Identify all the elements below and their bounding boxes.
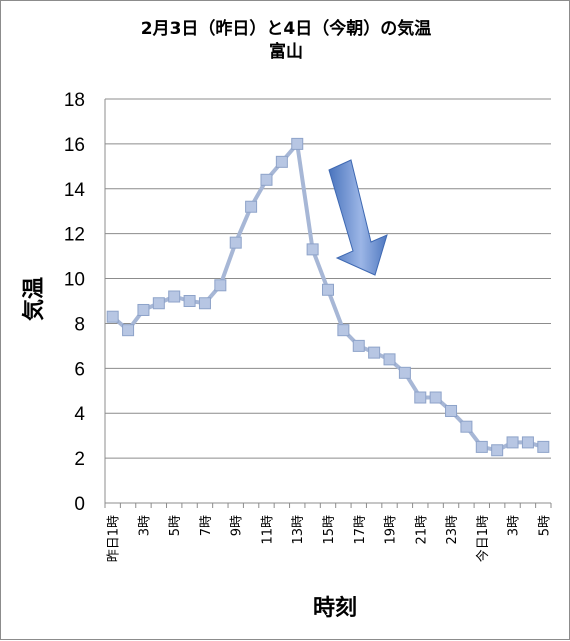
series-temperature — [106, 137, 550, 457]
y-tick-label: 14 — [64, 180, 86, 201]
x-tick-label: 今日1時 — [475, 515, 491, 562]
x-tick-label: 17時 — [353, 515, 368, 545]
data-point — [352, 339, 365, 352]
x-tick-label: 3時 — [137, 515, 152, 536]
data-point — [322, 283, 334, 296]
data-point — [429, 391, 442, 404]
data-point — [368, 346, 381, 359]
data-point — [291, 137, 304, 150]
x-axis-title: 時刻 — [313, 595, 357, 621]
data-point — [306, 243, 319, 256]
data-point — [198, 297, 211, 310]
y-tick-label: 2 — [74, 449, 85, 470]
data-point — [214, 279, 227, 292]
x-tick-label: 13時 — [291, 515, 306, 545]
down-arrow-icon — [328, 159, 388, 276]
x-tick-label: 19時 — [384, 515, 399, 545]
data-point — [414, 391, 427, 404]
data-point — [152, 297, 165, 310]
y-tick-label: 12 — [64, 225, 85, 246]
y-tick-label: 6 — [74, 359, 85, 380]
data-point — [491, 444, 504, 457]
data-point — [537, 440, 550, 453]
data-point — [521, 436, 534, 449]
data-point — [337, 324, 350, 337]
data-point — [183, 295, 196, 307]
y-tick-label: 16 — [64, 135, 85, 156]
data-point — [506, 436, 519, 449]
data-point — [445, 404, 458, 417]
data-point — [460, 420, 473, 433]
y-axis-ticks: 0 2 4 6 8 10 12 14 16 18 — [64, 90, 86, 515]
data-point — [168, 290, 181, 303]
annotation — [328, 159, 388, 276]
data-point — [122, 324, 135, 337]
x-tick-label: 3時 — [507, 515, 522, 536]
y-tick-label: 0 — [74, 494, 85, 515]
y-axis-title: 気温 — [21, 277, 47, 321]
grid — [104, 98, 552, 508]
x-tick-label: 5時 — [537, 515, 552, 536]
data-point — [260, 173, 273, 186]
x-tick-label: 7時 — [199, 515, 214, 536]
chart-title: 2月3日（昨日）と4日（今朝）の気温 — [141, 18, 432, 39]
y-tick-label: 18 — [64, 90, 85, 111]
y-tick-label: 4 — [74, 404, 85, 425]
y-tick-label: 8 — [74, 314, 85, 335]
y-tick-label: 10 — [64, 270, 85, 291]
chart-subtitle: 富山 — [269, 41, 303, 62]
x-tick-label: 昨日1時 — [107, 515, 122, 562]
data-point — [398, 366, 411, 379]
x-axis-ticks: 昨日1時 3時 5時 7時 9時 11時 13時 15時 17時 19時 21時 23時 今日1時 3時 5… — [107, 515, 553, 562]
x-tick-label: 11時 — [260, 515, 275, 545]
x-tick-label: 23時 — [445, 515, 460, 545]
data-point — [245, 200, 258, 213]
data-point — [383, 353, 396, 366]
data-point — [229, 236, 242, 249]
data-point — [106, 310, 119, 323]
x-tick-label: 21時 — [414, 515, 429, 545]
x-tick-label: 15時 — [322, 515, 337, 545]
data-point — [475, 440, 488, 453]
x-tick-label: 5時 — [168, 515, 183, 536]
x-tick-label: 9時 — [230, 515, 245, 536]
data-point — [137, 303, 150, 316]
data-point — [275, 155, 288, 168]
